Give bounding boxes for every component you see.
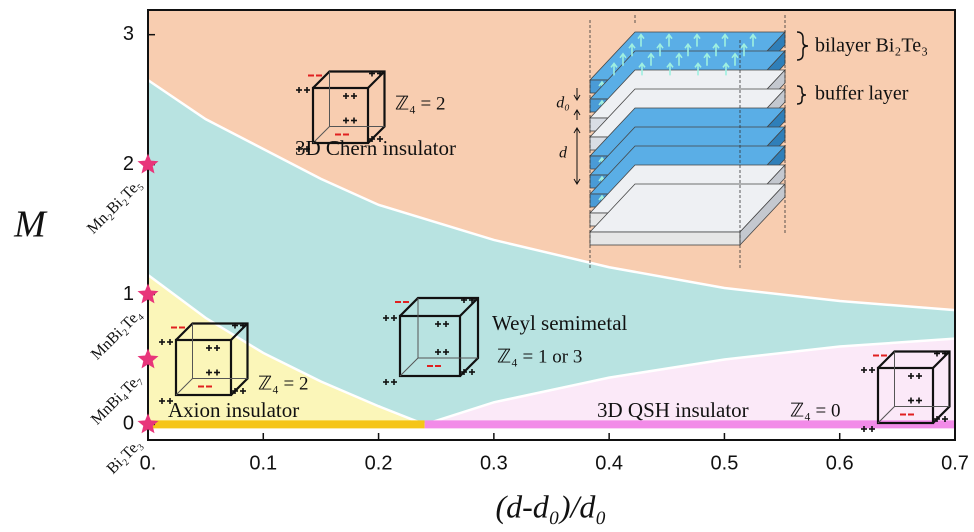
- spin-arrow: [712, 42, 720, 57]
- x-tick-label: 0.5: [711, 452, 739, 474]
- x-tick-label: 0.: [140, 452, 157, 474]
- x-tick-label: 0.4: [595, 452, 623, 474]
- plot-frame: [147, 9, 956, 441]
- spin-arrow: [740, 42, 748, 57]
- x-axis-label: (d-d₀)/d₀: [495, 488, 606, 524]
- y-tick-label: 1: [123, 283, 134, 305]
- spin-arrow: [749, 33, 757, 47]
- x-tick-label: 0.7: [941, 452, 969, 474]
- brace: [796, 31, 809, 61]
- x-tick-label: 0.1: [249, 452, 277, 474]
- region-invariant: ℤ₄ = 0: [790, 400, 841, 421]
- phase-boundary: [424, 337, 956, 426]
- cube-hidden-edge: [175, 378, 193, 396]
- material-label: Mn₂Bi₂Te₅: [84, 176, 145, 237]
- spin-arrow: [731, 52, 739, 66]
- material-star: [137, 283, 159, 304]
- dimension-arrow: [573, 88, 581, 120]
- spin-arrow: [628, 42, 636, 57]
- x-tick-label: 0.2: [365, 452, 393, 474]
- inset-label: buffer layer: [815, 83, 909, 105]
- y-tick-label: 3: [123, 23, 134, 45]
- cube-hidden-edge: [312, 126, 330, 144]
- material-label: MnBi₂Te₄: [88, 306, 146, 364]
- y-tick-label: 0: [123, 413, 134, 435]
- inset-label: bilayer Bi₂Te₃: [815, 35, 928, 57]
- material-star: [137, 153, 159, 174]
- x-tick-label: 0.6: [826, 452, 854, 474]
- cube-hidden-edge: [399, 357, 419, 377]
- spin-arrow: [610, 62, 618, 76]
- region-fill: [148, 275, 425, 425]
- cube-edge: [876, 366, 935, 425]
- inset-label: d₀: [556, 95, 570, 112]
- spin-arrow: [619, 52, 627, 66]
- dimension-arrow: [573, 127, 581, 185]
- region-label: Weyl semimetal: [492, 311, 628, 335]
- spin-arrow: [656, 42, 664, 57]
- region-invariant: ℤ₄ = 2: [258, 373, 309, 394]
- spin-arrow: [665, 33, 673, 47]
- region-label: 3D Chern insulator: [295, 136, 456, 160]
- phase-boundary: [147, 274, 426, 426]
- cube-edge: [311, 86, 370, 145]
- inset-label: d: [559, 145, 568, 162]
- brace: [796, 85, 807, 105]
- cube-edge: [459, 297, 479, 317]
- material-label: MnBi₄Te₇: [88, 371, 145, 428]
- spin-arrow: [721, 33, 729, 47]
- region-label: Axion insulator: [168, 398, 299, 422]
- spin-arrow: [693, 33, 701, 47]
- spin-arrow: [694, 62, 702, 76]
- spin-arrow: [647, 52, 655, 66]
- region-invariant: ℤ₄ = 1 or 3: [497, 346, 582, 367]
- cube-edge: [174, 338, 233, 397]
- region-invariant: ℤ₄ = 2: [395, 93, 446, 114]
- phase-boundary: [147, 79, 956, 312]
- spin-arrow: [638, 62, 646, 76]
- inset: bilayer Bi₂Te₃ buffer layer d₀ d: [556, 15, 928, 268]
- cube-edge: [398, 314, 462, 378]
- cube-hidden-edge: [877, 406, 895, 424]
- region-label: 3D QSH insulator: [597, 398, 749, 422]
- material-star: [137, 348, 159, 369]
- material-star: [137, 413, 159, 434]
- x-tick-label: 0.3: [480, 452, 508, 474]
- y-axis-label: M: [13, 204, 48, 246]
- spin-arrow: [684, 42, 692, 57]
- spin-arrow: [675, 52, 683, 66]
- spin-arrow: [722, 62, 730, 76]
- region-fill: [148, 80, 955, 425]
- y-tick-label: 2: [123, 153, 134, 175]
- layer-front: [589, 231, 741, 246]
- spin-arrow: [637, 33, 645, 47]
- region-fill: [424, 338, 956, 425]
- spin-arrow: [666, 62, 674, 76]
- spin-arrow: [703, 52, 711, 66]
